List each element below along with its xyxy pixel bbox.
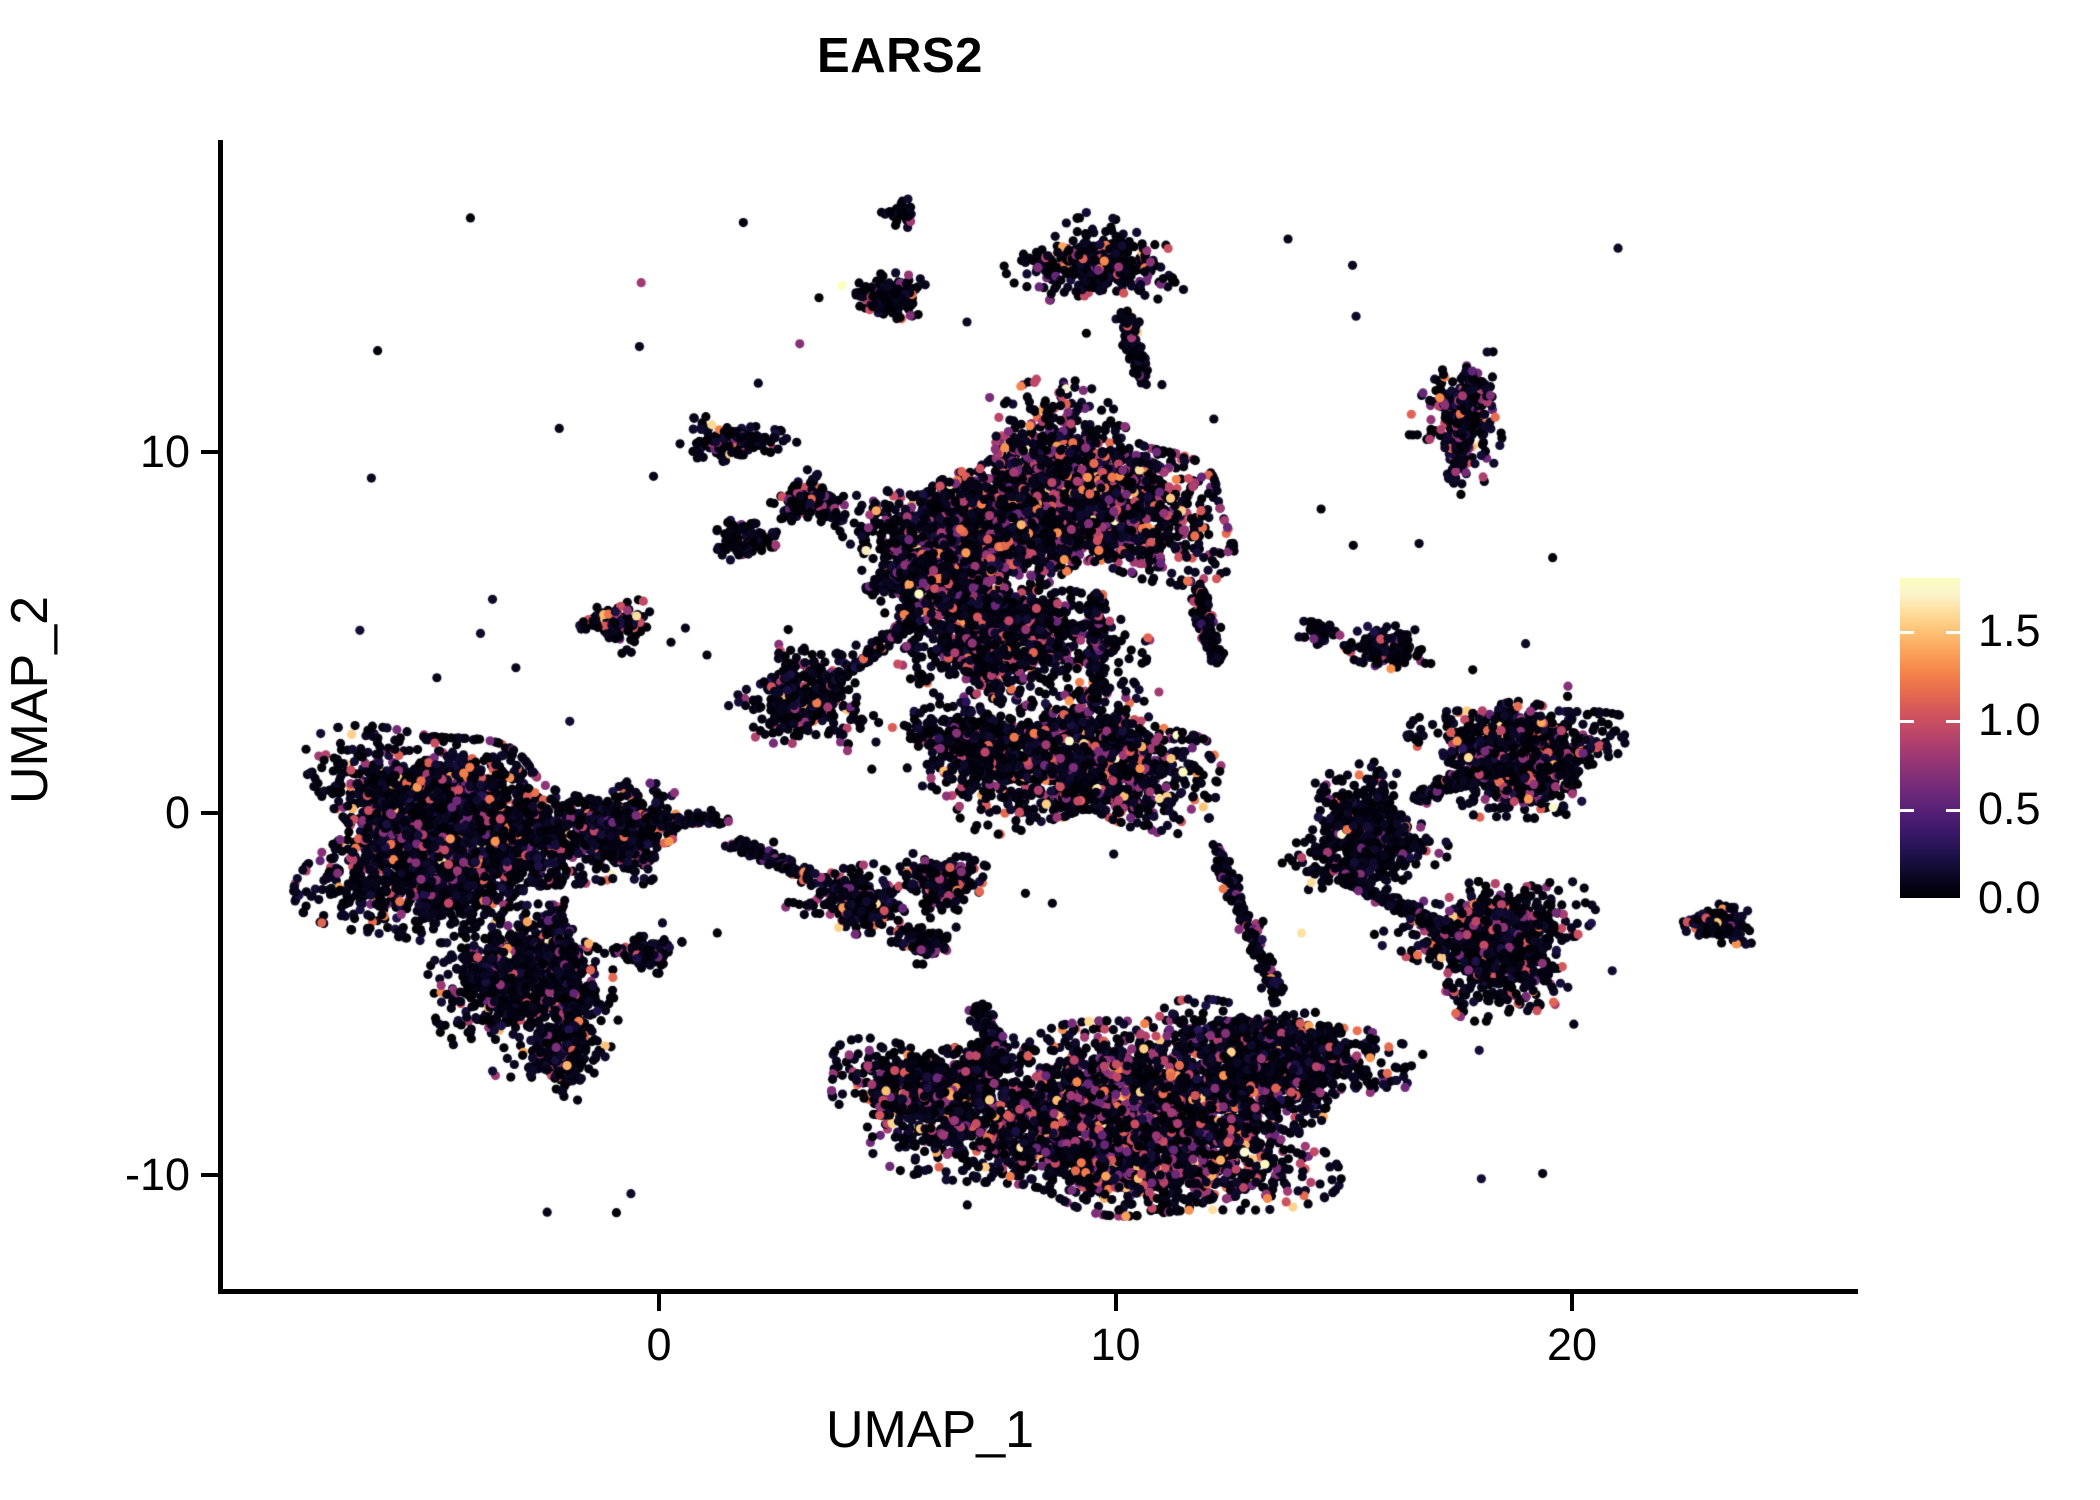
x-tick-mark bbox=[657, 1294, 661, 1311]
legend-tick-label: 0.0 bbox=[1978, 872, 2041, 923]
legend-tick-mark bbox=[1900, 809, 1960, 813]
legend-tick-mark bbox=[1900, 631, 1960, 635]
legend-tick-mark bbox=[1900, 898, 1960, 901]
x-tick-label: 10 bbox=[1090, 1319, 1141, 1370]
legend-tick-mark bbox=[1900, 720, 1960, 724]
x-tick-mark bbox=[1113, 1294, 1118, 1311]
x-axis-title: UMAP_1 bbox=[825, 1401, 1035, 1459]
y-tick-label: 0 bbox=[164, 787, 190, 838]
y-axis-title: UMAP_2 bbox=[1, 595, 59, 805]
legend-tick-label: 0.5 bbox=[1978, 783, 2041, 835]
y-tick-mark bbox=[201, 1172, 218, 1177]
y-axis-line bbox=[218, 140, 223, 1292]
x-tick-label: 0 bbox=[646, 1319, 672, 1370]
y-tick-label: 10 bbox=[139, 425, 190, 477]
y-tick-label: -10 bbox=[124, 1148, 190, 1200]
y-tick-mark bbox=[201, 811, 218, 815]
x-tick-mark bbox=[1570, 1294, 1574, 1311]
y-tick-mark bbox=[201, 449, 218, 454]
x-tick-label: 20 bbox=[1546, 1319, 1598, 1370]
color-legend: 1.5 1.0 0.5 0.0 bbox=[1900, 560, 2090, 920]
color-legend-gradient bbox=[1900, 578, 1960, 898]
legend-tick-label: 1.0 bbox=[1978, 694, 2041, 746]
scatter-canvas bbox=[222, 140, 1855, 1290]
page-title: EARS2 bbox=[817, 29, 983, 83]
legend-tick-label: 1.5 bbox=[1978, 605, 2041, 657]
plot-panel bbox=[222, 140, 1855, 1290]
x-axis-line bbox=[218, 1289, 1858, 1294]
